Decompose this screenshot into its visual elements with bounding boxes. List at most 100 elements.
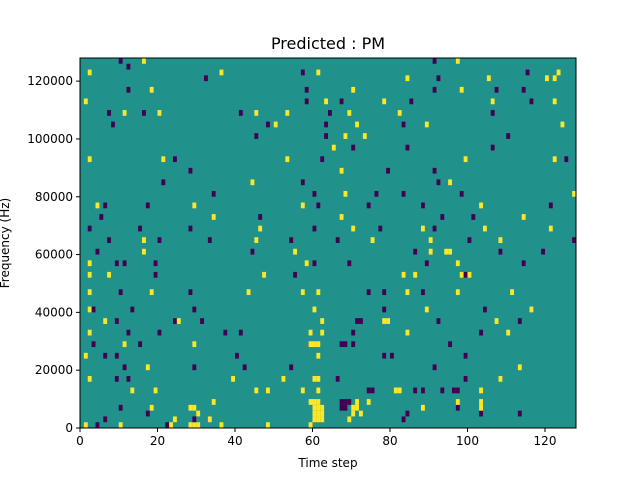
heatmap-cell	[483, 306, 487, 313]
heatmap-cell	[285, 156, 290, 163]
heatmap-cell	[211, 190, 216, 197]
heatmap-cell	[188, 404, 193, 411]
heatmap-cell	[424, 306, 429, 313]
y-tick-label: 40000	[35, 305, 73, 319]
heatmap-cell	[413, 271, 418, 278]
heatmap-cell	[382, 98, 387, 105]
heatmap-cell	[142, 110, 146, 116]
y-tick-label: 120000	[27, 74, 73, 88]
heatmap-cell	[157, 110, 162, 116]
heatmap-cell	[401, 416, 406, 423]
heatmap-cell	[421, 225, 425, 232]
heatmap-cell	[87, 271, 92, 278]
heatmap-cell	[118, 422, 123, 428]
heatmap-cell	[366, 289, 371, 296]
heatmap-cell	[351, 404, 356, 411]
heatmap-cell	[479, 399, 484, 405]
heatmap-cell	[312, 410, 317, 417]
heatmap-cell	[87, 329, 92, 336]
heatmap-cell	[351, 144, 356, 151]
heatmap-cell	[320, 156, 325, 163]
heatmap-cell	[347, 110, 352, 116]
heatmap-cell	[300, 387, 305, 394]
heatmap-cell	[300, 179, 305, 186]
heatmap-cell	[130, 387, 135, 394]
heatmap-cell	[83, 98, 88, 105]
heatmap-cell	[312, 260, 317, 267]
heatmap-cell	[316, 352, 321, 359]
heatmap-cell	[479, 329, 484, 336]
heatmap-cell	[149, 86, 154, 93]
heatmap-cell	[103, 318, 108, 324]
heatmap-cell	[173, 156, 177, 163]
heatmap-cell	[382, 352, 387, 359]
heatmap-cell	[467, 271, 472, 278]
heatmap-cell	[459, 271, 464, 278]
heatmap-cell	[517, 318, 522, 324]
heatmap-cell	[339, 404, 344, 411]
heatmap-cell	[436, 318, 441, 324]
heatmap-cell	[300, 69, 305, 76]
heatmap-cell	[211, 399, 216, 405]
heatmap-cell	[300, 289, 305, 296]
heatmap-cell	[436, 75, 441, 82]
heatmap-cell	[455, 289, 460, 296]
heatmap-cell	[517, 364, 522, 371]
heatmap-cell	[359, 410, 363, 417]
heatmap-cell	[359, 318, 363, 324]
x-tick-label: 120	[534, 434, 557, 448]
heatmap-cell	[308, 341, 313, 348]
heatmap-cell	[242, 364, 247, 371]
heatmap-cell	[545, 75, 549, 82]
heatmap-cell	[219, 69, 224, 76]
heatmap-cell	[510, 289, 515, 296]
heatmap-cell	[316, 375, 321, 382]
heatmap-cell	[572, 190, 577, 197]
heatmap-cell	[552, 98, 557, 105]
x-tick-label: 60	[305, 434, 320, 448]
heatmap-cell	[312, 341, 317, 348]
heatmap-cell	[95, 422, 100, 428]
heatmap-cell	[316, 404, 321, 411]
heatmap-cell	[142, 237, 146, 243]
heatmap-cell	[316, 387, 321, 394]
x-tick-label: 20	[150, 434, 165, 448]
heatmap-cell	[421, 289, 425, 296]
heatmap-cell	[149, 404, 154, 411]
heatmap-cell	[316, 289, 321, 296]
heatmap-cell	[552, 75, 557, 82]
x-axis-label: Time step	[297, 456, 357, 470]
heatmap-cell	[138, 225, 143, 232]
heatmap-cell	[320, 318, 325, 324]
heatmap-cell	[219, 422, 224, 428]
heatmap-cell	[467, 237, 472, 243]
heatmap-cell	[188, 422, 193, 428]
heatmap-cell	[347, 416, 352, 423]
heatmap-cell	[324, 121, 329, 128]
heatmap-cell	[347, 260, 352, 267]
heatmap-cell	[114, 260, 119, 267]
heatmap-cell	[107, 237, 112, 243]
heatmap-cell	[145, 410, 150, 417]
heatmap-cell	[343, 404, 348, 411]
heatmap-cell	[320, 329, 325, 336]
heatmap-cell	[304, 86, 309, 93]
heatmap-cell	[366, 202, 371, 209]
x-axis: 0 20 40 60 80 100 120	[76, 428, 556, 448]
heatmap-cell	[483, 225, 487, 232]
heatmap-cell	[405, 410, 410, 417]
heatmap-cell	[490, 98, 495, 105]
heatmap-cell	[87, 260, 92, 267]
heatmap-cell	[122, 341, 127, 348]
heatmap-cell	[320, 416, 325, 423]
heatmap-cell	[440, 387, 445, 394]
heatmap-cell	[331, 144, 336, 151]
heatmap-cell	[351, 86, 356, 93]
heatmap-cell	[339, 399, 344, 405]
heatmap-cell	[211, 214, 216, 220]
heatmap-cell	[149, 289, 154, 296]
heatmap-cell	[424, 121, 429, 128]
plot-area	[80, 58, 576, 428]
heatmap-cell	[87, 69, 92, 76]
heatmap-cell	[428, 248, 433, 255]
